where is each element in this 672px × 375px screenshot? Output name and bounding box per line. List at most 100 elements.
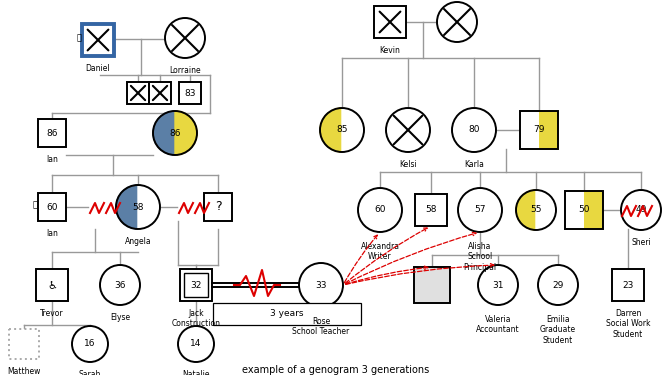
Circle shape <box>299 263 343 307</box>
Text: Emilia
Graduate
Student: Emilia Graduate Student <box>540 315 576 345</box>
Text: 58: 58 <box>132 202 144 211</box>
Bar <box>38 119 66 147</box>
Text: Angela: Angela <box>125 237 151 246</box>
Bar <box>539 111 558 149</box>
Text: Natalie: Natalie <box>182 370 210 375</box>
Text: 🍶: 🍶 <box>32 201 38 210</box>
Bar <box>584 191 603 229</box>
Bar <box>36 269 68 301</box>
Text: 32: 32 <box>190 280 202 290</box>
Text: 83: 83 <box>184 88 196 98</box>
Bar <box>36 269 68 301</box>
Bar <box>179 82 201 104</box>
Bar <box>9 329 39 359</box>
Bar <box>179 82 201 104</box>
Text: Jack
Construction: Jack Construction <box>171 309 220 328</box>
Text: 86: 86 <box>169 129 181 138</box>
Polygon shape <box>536 190 556 230</box>
Text: 16: 16 <box>84 339 95 348</box>
Bar <box>520 111 539 149</box>
Polygon shape <box>342 108 364 152</box>
Text: ?: ? <box>214 201 221 213</box>
Text: 33: 33 <box>315 280 327 290</box>
Circle shape <box>458 188 502 232</box>
Text: 🍶: 🍶 <box>77 33 81 42</box>
Circle shape <box>437 2 477 42</box>
Text: 86: 86 <box>46 129 58 138</box>
Text: 14: 14 <box>190 339 202 348</box>
Text: 23: 23 <box>622 280 634 290</box>
Text: 60: 60 <box>46 202 58 211</box>
Bar <box>82 24 114 56</box>
Bar <box>38 193 66 221</box>
Bar <box>149 82 171 104</box>
Circle shape <box>100 265 140 305</box>
Circle shape <box>358 188 402 232</box>
Bar <box>38 193 66 221</box>
Text: 55: 55 <box>530 206 542 214</box>
Bar <box>612 269 644 301</box>
Bar <box>204 193 232 221</box>
Bar <box>38 119 66 147</box>
Text: ♿: ♿ <box>47 280 57 290</box>
Text: Karla: Karla <box>464 160 484 169</box>
Bar <box>180 269 212 301</box>
Text: 29: 29 <box>552 280 564 290</box>
Polygon shape <box>516 190 536 230</box>
Polygon shape <box>175 111 197 155</box>
Text: Sheri: Sheri <box>631 238 651 247</box>
Circle shape <box>621 190 661 230</box>
Bar <box>565 191 584 229</box>
Text: Ian: Ian <box>46 155 58 164</box>
Bar <box>565 191 603 229</box>
Text: Matthew: Matthew <box>7 367 41 375</box>
Text: Ian: Ian <box>46 229 58 238</box>
Circle shape <box>72 326 108 362</box>
Text: Kelsi: Kelsi <box>399 160 417 169</box>
Bar <box>180 269 212 301</box>
Text: 36: 36 <box>114 280 126 290</box>
Text: Elyse: Elyse <box>110 313 130 322</box>
Polygon shape <box>138 185 160 229</box>
Bar <box>9 329 39 359</box>
Text: 85: 85 <box>336 126 347 135</box>
Polygon shape <box>116 185 138 229</box>
Text: Kevin: Kevin <box>380 46 401 55</box>
Text: 79: 79 <box>534 126 545 135</box>
Text: Alexandra
Writer: Alexandra Writer <box>360 242 399 261</box>
Text: 60: 60 <box>374 206 386 214</box>
Text: Sarah: Sarah <box>79 370 101 375</box>
Bar <box>127 82 149 104</box>
Bar <box>520 111 558 149</box>
Text: Darren
Social Work
Student: Darren Social Work Student <box>605 309 650 339</box>
Text: 57: 57 <box>474 206 486 214</box>
Bar <box>185 273 208 297</box>
Polygon shape <box>153 111 175 155</box>
Circle shape <box>452 108 496 152</box>
Bar <box>204 193 232 221</box>
Text: Rose
School Teacher: Rose School Teacher <box>292 317 349 336</box>
Text: Lorraine: Lorraine <box>169 66 201 75</box>
Bar <box>415 194 447 226</box>
Text: Daniel: Daniel <box>86 64 110 73</box>
Bar <box>374 6 406 38</box>
Text: Alisha
School
Principal: Alisha School Principal <box>464 242 497 272</box>
Bar <box>82 24 114 56</box>
Text: 50: 50 <box>578 206 590 214</box>
Text: Trevor: Trevor <box>40 309 64 318</box>
Text: 58: 58 <box>425 206 437 214</box>
Bar <box>374 6 406 38</box>
Bar <box>149 82 171 104</box>
Polygon shape <box>320 108 342 152</box>
Text: example of a genogram 3 generations: example of a genogram 3 generations <box>243 365 429 375</box>
Text: 3 years: 3 years <box>270 309 304 318</box>
Bar <box>127 82 149 104</box>
Text: 49: 49 <box>635 206 646 214</box>
Text: Valeria
Accountant: Valeria Accountant <box>476 315 520 334</box>
Text: 31: 31 <box>493 280 504 290</box>
Bar <box>414 267 450 303</box>
Text: 80: 80 <box>468 126 480 135</box>
Circle shape <box>178 326 214 362</box>
Circle shape <box>386 108 430 152</box>
Circle shape <box>165 18 205 58</box>
